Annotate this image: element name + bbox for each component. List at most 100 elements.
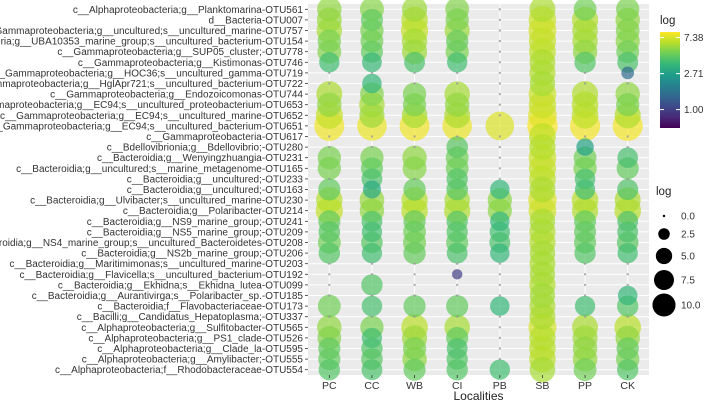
data-point — [319, 52, 340, 73]
y-tick-label: c__Alphaproteobacteria;g__Planktomarina-… — [73, 5, 304, 16]
data-point — [529, 49, 556, 76]
y-tick-label: c__Bacteroidia;g__Ekhidna;s__Ekhidna_lut… — [58, 280, 304, 291]
data-point — [573, 358, 597, 382]
data-point — [328, 82, 331, 85]
y-tick-label: c__Bacteroidia;g__uncultured;-OTU233 — [127, 174, 304, 185]
y-tick-label: c__Gammaproteobacteria;g__HOC36;s__uncul… — [0, 68, 303, 79]
x-tick-label: PC — [322, 380, 337, 392]
data-point — [617, 242, 638, 264]
size-legend-title: log — [656, 186, 671, 198]
data-point — [583, 71, 587, 75]
data-point — [498, 29, 502, 32]
data-point — [317, 92, 342, 117]
color-legend-label: 7.38 — [684, 33, 704, 44]
data-point — [498, 315, 502, 318]
y-tick-label: c__Bacteroidia;g__NS5_marine_group;-OTU2… — [87, 227, 304, 238]
x-tick-label: CI — [452, 380, 463, 392]
y-axis-labels: c__Alphaproteobacteria;g__Planktomarina-… — [0, 5, 308, 376]
data-point — [445, 8, 469, 32]
data-point — [362, 73, 382, 94]
y-tick-label: c__Bacteroidia;g__Wenyingzhuangia-OTU231 — [97, 153, 303, 164]
y-tick-label: c__Alphaproteobacteria;g__Amylibacter;-O… — [82, 355, 304, 366]
data-point — [485, 111, 515, 141]
data-point — [455, 135, 459, 138]
data-point — [446, 221, 468, 243]
data-point — [616, 359, 639, 381]
data-point — [451, 269, 463, 280]
y-tick-label: c__Alphaproteobacteria;g__Clade_la-OTU59… — [97, 344, 303, 355]
data-point — [444, 92, 470, 117]
data-point — [362, 52, 382, 73]
y-tick-label: c__Bacilli;g__Candidatus_Hepatoplasma;-O… — [77, 312, 304, 323]
data-point — [328, 273, 331, 276]
data-point — [318, 178, 341, 201]
data-point — [498, 357, 502, 361]
data-point — [318, 242, 341, 264]
data-point — [455, 71, 459, 75]
color-legend-label: 2.71 — [684, 69, 704, 80]
data-point — [498, 71, 502, 75]
size-legend-key — [662, 214, 666, 218]
size-legend-label: 7.5 — [681, 276, 695, 287]
data-point — [576, 138, 594, 156]
data-point — [328, 294, 331, 297]
data-point — [370, 135, 374, 138]
data-point — [574, 242, 596, 264]
data-point — [498, 50, 502, 53]
y-tick-label: c__Gammaproteobacteria;g__Kistimonas-OTU… — [78, 58, 304, 69]
y-tick-label: c__Bacteroidia;g__Ulvibacter;s__uncultur… — [30, 196, 303, 207]
data-point — [498, 61, 502, 64]
data-point — [446, 168, 468, 190]
data-point — [328, 145, 331, 149]
data-point — [328, 177, 331, 181]
data-point — [498, 283, 502, 287]
y-tick-label: c__Gammaproteobacteria;g__EC94;s__uncult… — [0, 121, 303, 132]
data-point — [447, 52, 468, 73]
data-point — [446, 359, 468, 381]
data-point — [404, 51, 426, 73]
y-tick-label: c__Gammaproteobacteria;g__Endozoicomonas… — [50, 90, 303, 101]
data-point — [626, 262, 629, 265]
data-point — [328, 283, 331, 287]
data-point — [403, 358, 426, 381]
data-point — [583, 262, 587, 265]
data-point — [413, 283, 416, 287]
y-tick-label: c__Gammaproteobacteria;g__HglApr721;s__u… — [0, 79, 303, 90]
y-tick-label: c__Gammaproteobacteria;g__UBA10353_marin… — [0, 37, 303, 48]
y-tick-label: c__Bacteroidia;g__uncultured;-OTU163 — [127, 185, 304, 196]
data-point — [626, 315, 629, 318]
data-point — [583, 283, 587, 287]
data-point — [413, 82, 416, 85]
data-point — [490, 296, 510, 316]
x-tick-label: CK — [620, 380, 635, 392]
data-point — [455, 262, 459, 265]
color-legend-bar — [660, 32, 680, 128]
y-tick-label: d__Bacteria-OTU007 — [209, 15, 304, 26]
data-point — [498, 156, 502, 159]
y-tick-label: c__Gammaproteobacteria;g__SUP05_cluster;… — [57, 47, 303, 58]
x-tick-label: PP — [578, 380, 592, 392]
x-tick-label: SB — [535, 380, 549, 392]
data-point — [328, 262, 331, 265]
y-tick-label: c__Bacteroidia;g__NS9_marine_group;-OTU2… — [87, 217, 304, 228]
data-point — [490, 211, 510, 232]
data-point — [402, 156, 427, 181]
data-point — [413, 177, 416, 181]
data-point — [498, 273, 502, 276]
data-point — [498, 347, 502, 350]
data-point — [361, 274, 383, 296]
data-point — [529, 133, 556, 161]
data-point — [446, 242, 468, 264]
data-point — [583, 135, 587, 138]
data-point — [616, 0, 640, 21]
data-point — [361, 295, 383, 317]
data-point — [498, 135, 502, 138]
data-point — [583, 273, 587, 276]
y-tick-label: c__Bacteroidia;g__Aurantivirga;s__Polari… — [32, 291, 304, 302]
data-point — [617, 51, 639, 73]
data-point — [413, 71, 416, 75]
size-legend-label: 10.0 — [681, 301, 701, 312]
color-legend: log 7.38 2.71 1.00 — [660, 15, 704, 128]
data-point — [498, 82, 502, 85]
